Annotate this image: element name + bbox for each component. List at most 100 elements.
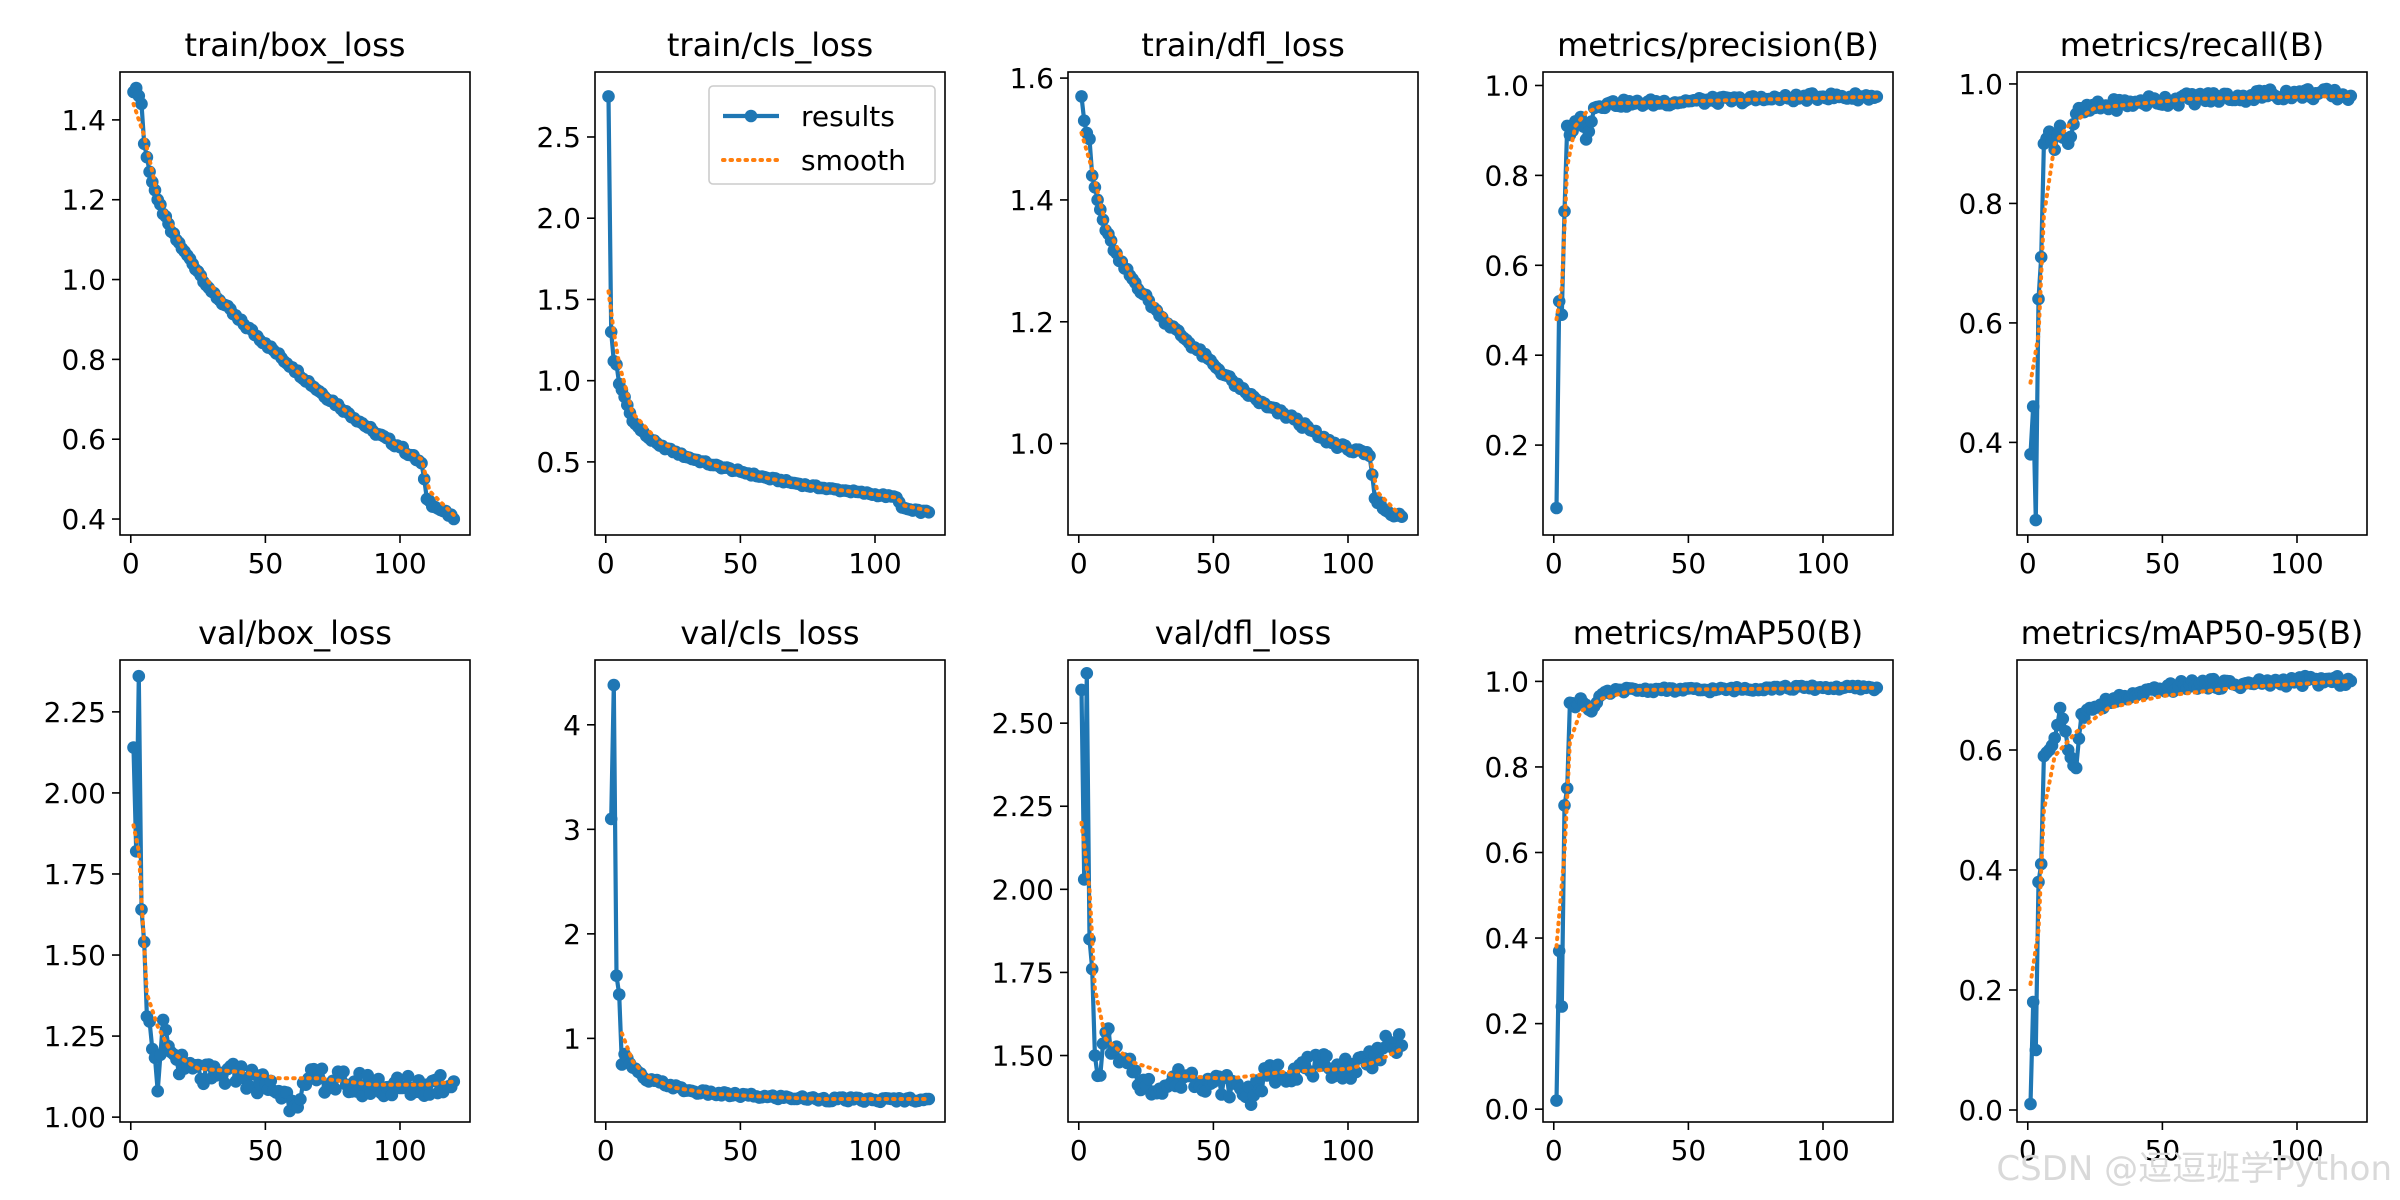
y-tick-label: 0.2 [1484,1008,1529,1041]
y-tick-label: 0.6 [1958,734,2003,767]
smooth-line [1554,94,1879,322]
data-point [1255,1084,1269,1098]
x-tick-label: 100 [1796,547,1849,580]
data-point [1083,132,1096,146]
data-point [1392,1028,1406,1041]
subplot-8: val/dfl_loss 0 50 100 1.50 1.75 2.00 2.25 2.50 [992,614,1419,1167]
smooth-line [1554,685,1879,949]
y-tick-label: 0.4 [1484,339,1529,372]
y-tick-label: 2 [563,918,581,951]
subplot-title: train/dfl_loss [1141,26,1345,64]
subplot-title: train/box_loss [185,26,406,64]
x-tick-label: 100 [2270,1134,2323,1167]
data-point [2029,1043,2043,1057]
y-tick-label: 0.4 [61,503,106,536]
series-line [1554,91,1878,509]
y-tick-label: 1.0 [1484,69,1529,102]
smooth-line [1079,130,1404,519]
data-point [2024,448,2037,461]
data-point [2344,674,2358,688]
data-point [1550,1094,1563,1107]
subplot-4: metrics/precision(B) 0 50 100 0.2 0.4 0.6 0.8 1.… [1484,26,1894,580]
data-point [602,90,615,103]
data-point [2053,701,2067,715]
series-smooth [619,1031,931,1101]
y-tick-label: 2.00 [992,873,1054,906]
x-tick-label: 100 [2270,547,2323,580]
smooth-line [2028,93,2353,385]
x-tick-label: 100 [373,1134,426,1167]
data-point [1349,1065,1363,1079]
y-tick-label: 0.0 [1958,1094,2003,1127]
y-tick-label: 1.50 [992,1040,1054,1073]
data-point [156,1013,170,1027]
data-point [1088,1049,1102,1062]
series-smooth [1554,94,1879,322]
y-tick-label: 1.4 [1009,184,1054,217]
data-point [329,1083,342,1096]
x-tick-label: 0 [122,1134,140,1167]
data-point [1585,115,1598,128]
data-point [143,1015,156,1028]
axes-frame [1067,71,1419,536]
subplot-10: metrics/mAP50-95(B) 0 50 100 0.0 0.2 0.4 0.6 [1958,614,2368,1167]
series-line [1554,683,1879,1101]
y-tick-label: 1.0 [1009,428,1054,461]
subplot-title: val/box_loss [198,614,392,652]
series-smooth [1079,820,1404,1081]
y-tick-label: 1.75 [992,956,1054,989]
y-tick-label: 2.25 [992,790,1054,823]
data-point [1174,1081,1188,1094]
data-point [391,1071,404,1085]
data-point [1077,114,1091,127]
data-point [401,1069,415,1083]
series-results [602,90,936,519]
axes-frame [1542,71,1894,536]
data-point [2069,761,2083,775]
x-tick-label: 50 [1196,547,1232,580]
subplot-1: train/box_loss 0 50 100 0.4 0.6 0.8 1.0 1.2 1.4 [61,26,471,580]
subplot-title: metrics/precision(B) [1557,26,1879,64]
axes-frame [2016,71,2368,536]
data-point [604,812,618,826]
axes-frame [594,659,946,1123]
smooth-line [131,823,456,1087]
legend-box [708,85,936,185]
data-point [1550,501,1563,515]
data-point [1075,90,1088,103]
x-tick-label: 50 [2145,547,2181,580]
smooth-line [619,1031,931,1101]
x-tick-label: 50 [248,1134,284,1167]
y-tick-label: 0.5 [536,446,581,479]
y-tick-label: 0.4 [1958,426,2003,459]
series-line [2028,87,2353,523]
series-results [2024,82,2358,527]
y-tick-label: 0.8 [1484,751,1529,784]
data-point [315,1062,329,1076]
y-tick-label: 0.2 [1484,429,1529,462]
data-point [234,1060,248,1073]
y-tick-label: 1.75 [44,858,106,891]
data-point [1075,683,1088,697]
data-point [154,1048,167,1062]
axes-frame [119,659,471,1123]
data-point [607,678,621,692]
subplot-5: metrics/recall(B) 0 50 100 0.4 0.6 0.8 1.0 [1958,26,2368,580]
series-results [604,678,936,1109]
y-tick-label: 2.5 [536,121,581,154]
y-tick-label: 0.6 [1484,837,1529,870]
smooth-line [1079,820,1404,1081]
data-point [447,512,461,526]
smooth-line [606,289,931,513]
data-point [1223,1090,1236,1104]
x-tick-label: 50 [1671,547,1707,580]
legend-label: results [801,100,895,133]
y-tick-label: 1.4 [61,104,106,137]
series-smooth [1554,685,1879,949]
subplot-3: train/dfl_loss 0 50 100 1.0 1.2 1.4 1.6 [1009,26,1419,580]
data-point [137,935,151,949]
y-tick-label: 1.0 [536,365,581,398]
series-results [1550,679,1884,1107]
data-point [1306,1070,1320,1083]
legend-label: smooth [801,144,906,177]
